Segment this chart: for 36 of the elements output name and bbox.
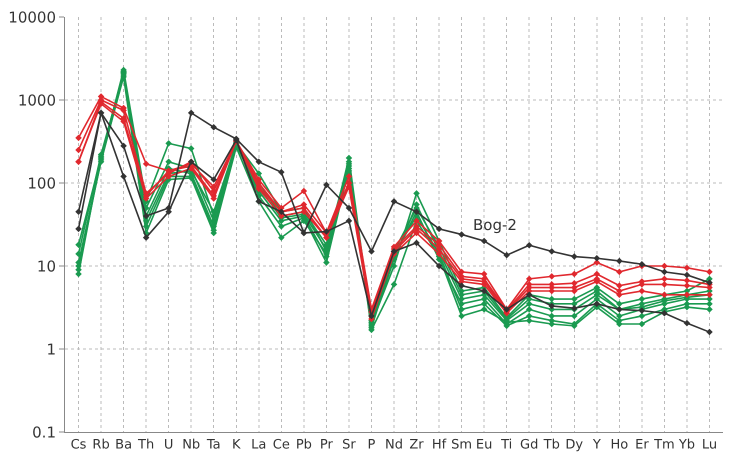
x-tick-label: Eu: [476, 438, 492, 453]
annotation: Bog-2: [473, 216, 517, 234]
x-tick-label: Ta: [206, 438, 221, 453]
y-tick-label: 1: [46, 340, 56, 358]
y-tick-label: 10000: [8, 8, 56, 26]
x-tick-label: Yb: [678, 438, 696, 453]
y-tick-label: 10: [36, 257, 56, 276]
x-tick-label: Zr: [409, 438, 424, 453]
y-tick-label: 1000: [18, 91, 56, 110]
x-tick-label: Nd: [385, 438, 403, 453]
y-tick-label: 0.1: [32, 423, 56, 442]
x-tick-label: La: [251, 438, 266, 453]
x-tick-label: Hf: [432, 438, 447, 453]
x-tick-label: Tm: [653, 438, 675, 453]
x-tick-label: Tb: [542, 438, 560, 453]
x-tick-label: Ho: [610, 438, 628, 453]
x-tick-label: Ti: [500, 438, 512, 453]
x-tick-label: Y: [592, 438, 601, 453]
x-tick-label: Ba: [115, 438, 132, 453]
y-tick-label: 100: [27, 174, 56, 192]
x-tick-label: Er: [635, 438, 650, 453]
x-tick-label: Rb: [92, 438, 110, 453]
x-tick-label: P: [368, 438, 376, 453]
x-tick-label: Pb: [296, 438, 312, 453]
x-tick-label: Cs: [70, 438, 87, 453]
x-tick-label: Nb: [182, 438, 200, 453]
x-tick-label: Th: [137, 438, 154, 453]
x-tick-label: Dy: [565, 438, 584, 453]
x-tick-label: Lu: [702, 438, 718, 453]
x-tick-label: Sr: [342, 438, 356, 453]
x-tick-label: K: [232, 438, 241, 453]
x-tick-label: Sm: [451, 438, 472, 453]
x-tick-label: Pr: [320, 438, 334, 453]
x-tick-label: Gd: [520, 438, 538, 453]
x-tick-label: U: [164, 438, 174, 453]
x-tick-label: Ce: [272, 438, 290, 453]
